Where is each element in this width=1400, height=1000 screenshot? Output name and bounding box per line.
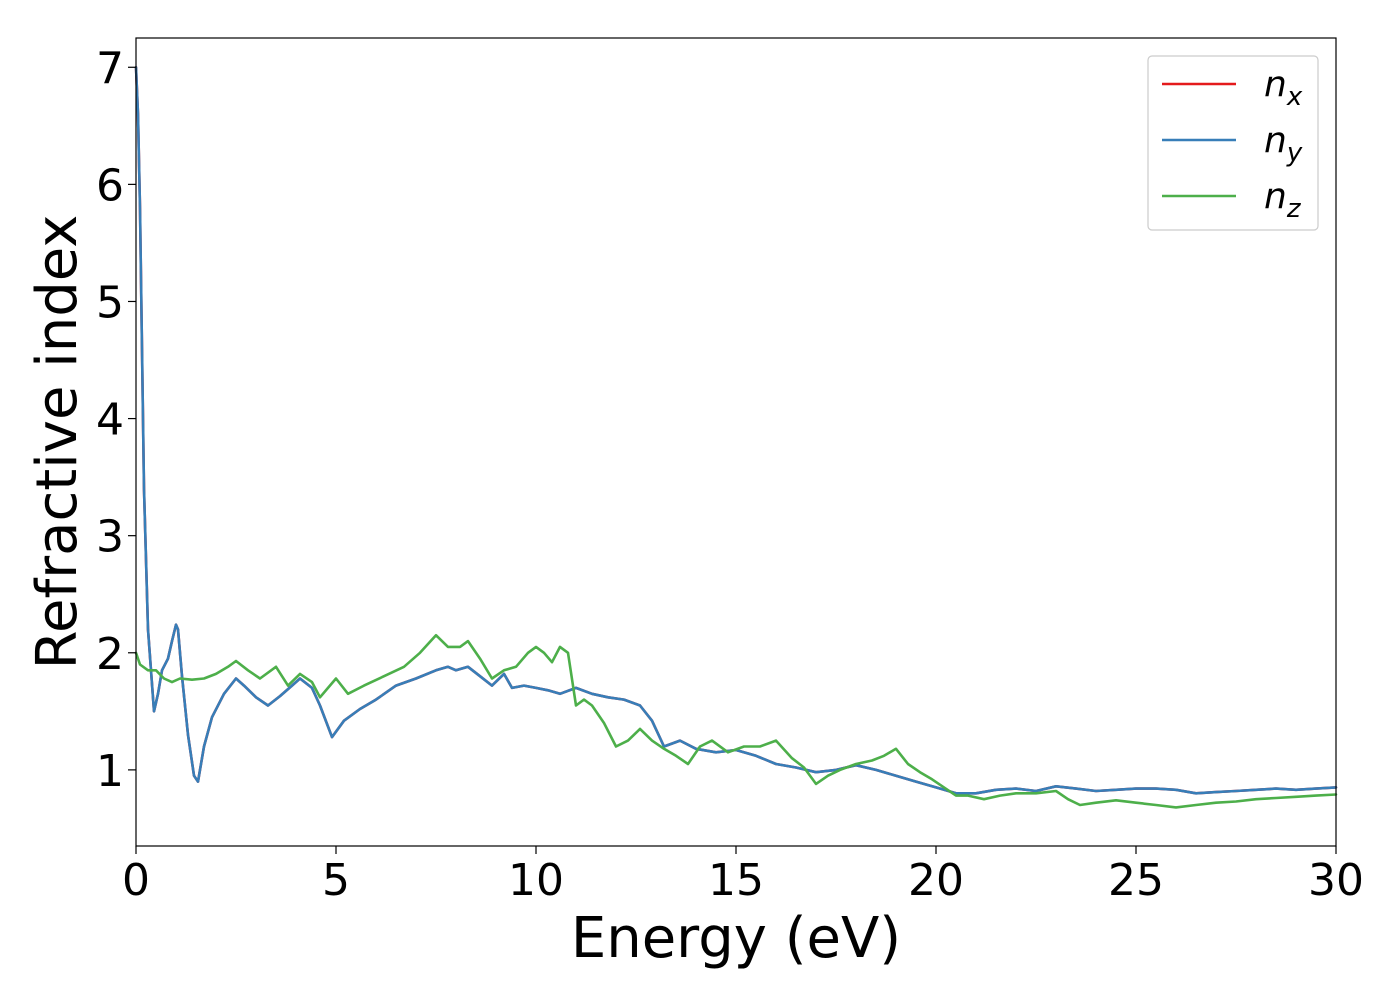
x-tick-label: 20: [908, 855, 964, 906]
y-tick-label: 7: [96, 43, 124, 94]
x-tick-label: 25: [1108, 855, 1164, 906]
series-layer: [134, 66, 1338, 809]
legend: nx ny nz: [1147, 55, 1319, 231]
x-axis-ticks: 0 5 10 15 20 25 30: [122, 846, 1364, 906]
x-axis-label: Energy (eV): [571, 906, 901, 971]
y-axis-ticks: 1 2 3 4 5 6 7: [96, 43, 136, 797]
y-axis-label: Refractive index: [25, 215, 90, 670]
legend-label-y: ny: [1264, 120, 1303, 168]
legend-label-x: nx: [1264, 64, 1303, 112]
series-line-z: [134, 633, 1338, 809]
y-tick-label: 4: [96, 395, 124, 446]
legend-label-z: nz: [1264, 176, 1302, 224]
x-tick-label: 0: [122, 855, 150, 906]
legend-box: [1147, 55, 1319, 231]
series-line-y: [134, 66, 1338, 795]
x-tick-label: 10: [508, 855, 564, 906]
x-tick-label: 15: [708, 855, 764, 906]
y-tick-label: 2: [96, 629, 124, 680]
x-tick-label: 30: [1308, 855, 1364, 906]
x-tick-label: 5: [322, 855, 350, 906]
y-tick-label: 6: [96, 160, 124, 211]
y-tick-label: 5: [96, 277, 124, 328]
y-tick-label: 1: [96, 746, 124, 797]
y-tick-label: 3: [96, 512, 124, 563]
